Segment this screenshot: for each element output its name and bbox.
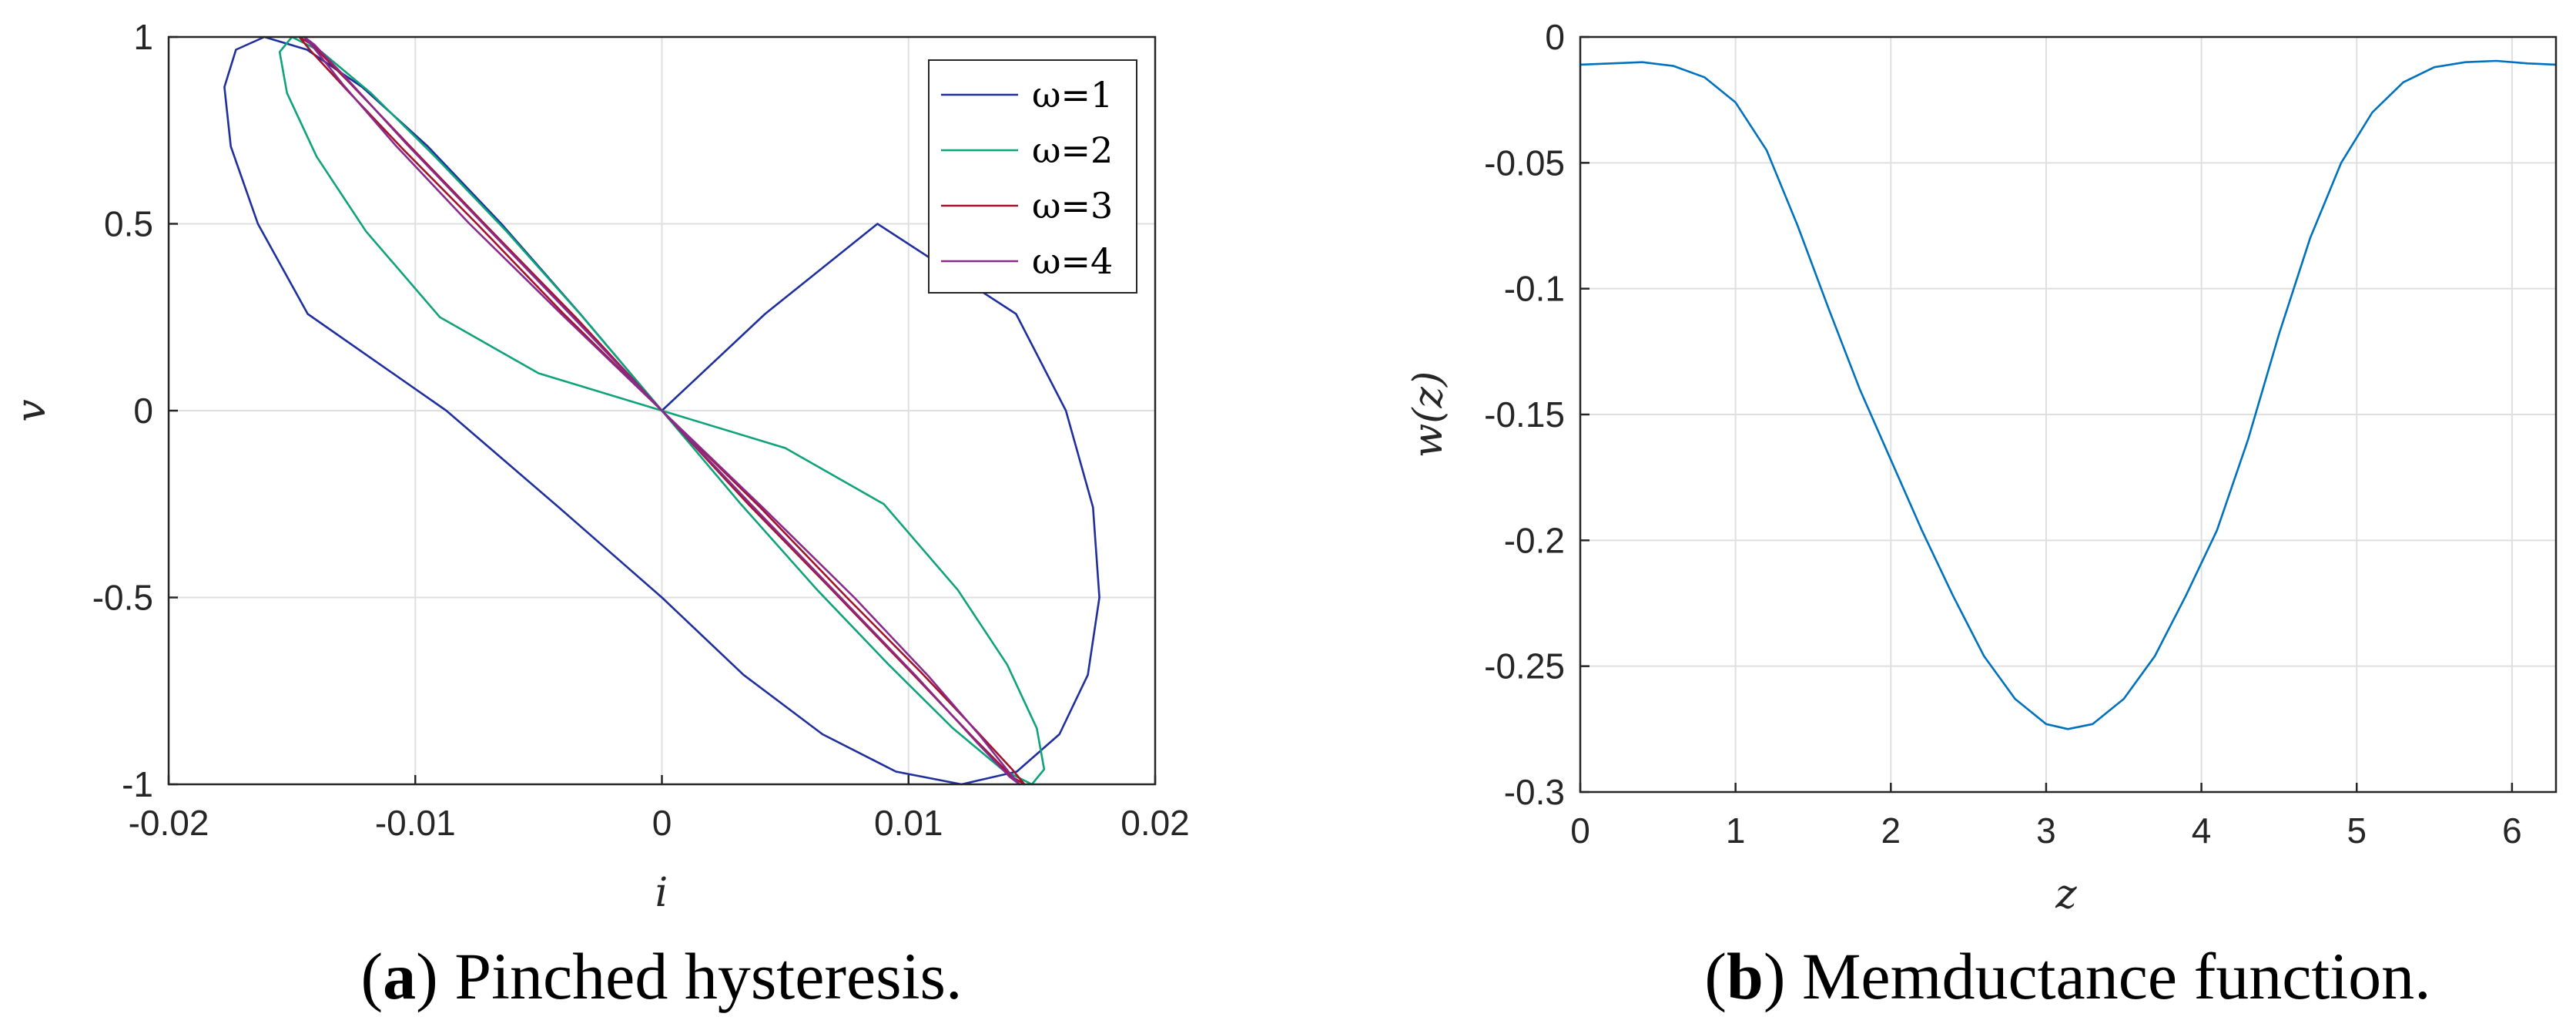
y-tick-label: -1 (122, 764, 153, 804)
caption-b-letter: b (1727, 939, 1764, 1013)
x-tick-label: 5 (2347, 811, 2367, 851)
series-line (303, 35, 1021, 786)
x-tick-label: 0.02 (1121, 803, 1190, 843)
panel-b-yticks: 0 -0.05 -0.1 -0.15 -0.2 -0.25 -0.3 (1484, 17, 1589, 812)
panel-b-ylabel: w(z) (1405, 371, 1452, 458)
series-line (1579, 59, 2557, 730)
panel-a-ylabel: v (8, 399, 55, 421)
legend-entry: ω=4 (1032, 240, 1113, 282)
x-tick-label: 0 (1570, 811, 1590, 851)
panel-b-xticks: 0 1 2 3 4 5 6 (1570, 783, 2522, 851)
x-tick-label: 0.01 (874, 803, 943, 843)
legend: ω=1 ω=2 ω=3 ω=4 (928, 59, 1137, 294)
y-tick-label: -0.5 (92, 578, 153, 618)
x-tick-label: 4 (2192, 811, 2212, 851)
x-tick-label: 1 (1726, 811, 1746, 851)
panel-a-hysteresis: -0.02 -0.01 0 0.01 0.02 -1-0.500.51 i v ω=1ω… (8, 17, 1190, 916)
y-tick-label: -0.15 (1484, 394, 1565, 435)
legend-box (928, 59, 1137, 294)
y-tick-label: -0.2 (1504, 520, 1565, 560)
caption-b: (b) Memductance function. (1704, 939, 2430, 1013)
x-tick-label: 3 (2036, 811, 2056, 851)
panel-a-xlabel: i (655, 870, 668, 916)
x-tick-label: 0 (652, 803, 672, 843)
y-tick-label: -0.25 (1484, 646, 1565, 686)
y-tick-label: 1 (133, 17, 153, 57)
panel-a-yticks: -1 -0.5 0 0.5 1 (92, 17, 178, 804)
legend-entry: ω=1 (1032, 74, 1113, 116)
legend-entry: ω=3 (1032, 185, 1113, 227)
x-tick-label: -0.01 (375, 803, 456, 843)
panel-b-lines (1579, 59, 2557, 730)
panel-b-grid (1579, 36, 2556, 793)
y-tick-label: -0.1 (1504, 269, 1565, 309)
y-tick-label: 0 (1545, 17, 1565, 57)
legend-entry: ω=2 (1032, 129, 1113, 171)
caption-a-text: Pinched hysteresis. (454, 939, 962, 1013)
panel-a-xticks: -0.02 -0.01 0 0.01 0.02 (129, 775, 1190, 843)
x-tick-label: -0.02 (129, 803, 209, 843)
x-tick-label: 6 (2502, 811, 2522, 851)
caption-a-letter: a (383, 939, 416, 1013)
panel-a-lines (223, 35, 1100, 786)
panel-b-memductance: 0 1 2 3 4 5 6 0 -0.05 -0.1 -0.15 -0.2 -0.25 -0.3 z w… (1405, 17, 2558, 918)
x-tick-label: 2 (1881, 811, 1901, 851)
caption-a: (a) Pinched hysteresis. (360, 939, 962, 1013)
y-tick-label: -0.05 (1484, 143, 1565, 183)
y-tick-label: 0.5 (104, 204, 153, 244)
caption-b-text: Memductance function. (1802, 939, 2431, 1013)
y-tick-label: 0 (133, 391, 153, 431)
y-tick-label: -0.3 (1504, 772, 1565, 812)
panel-b-xlabel: z (2055, 871, 2077, 918)
